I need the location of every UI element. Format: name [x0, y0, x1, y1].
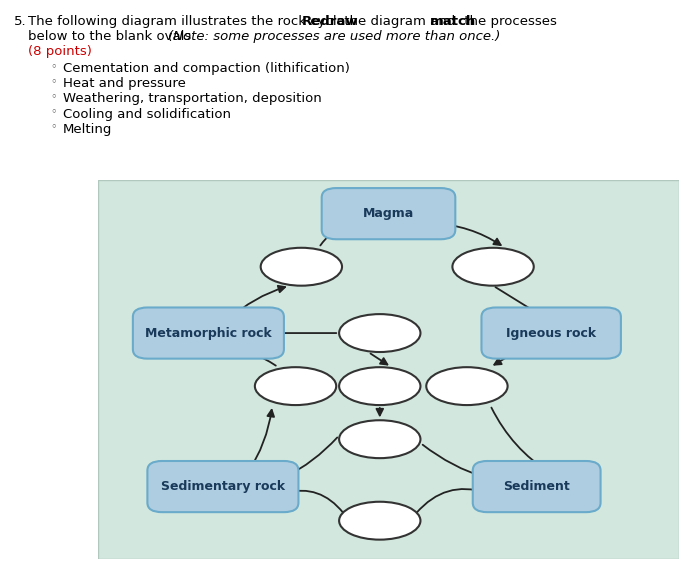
- Text: ◦: ◦: [50, 92, 57, 103]
- Text: Cementation and compaction (lithification): Cementation and compaction (lithificatio…: [63, 62, 350, 75]
- Text: 5.: 5.: [14, 15, 27, 28]
- FancyBboxPatch shape: [98, 180, 679, 559]
- FancyBboxPatch shape: [148, 461, 298, 512]
- FancyBboxPatch shape: [133, 307, 284, 359]
- Text: Heat and pressure: Heat and pressure: [63, 78, 186, 91]
- Text: Melting: Melting: [63, 123, 113, 136]
- Ellipse shape: [452, 248, 533, 286]
- Ellipse shape: [339, 314, 421, 352]
- Text: Igneous rock: Igneous rock: [506, 327, 596, 340]
- Text: (8 points): (8 points): [28, 45, 92, 58]
- Text: The following diagram illustrates the rock cycle.: The following diagram illustrates the ro…: [28, 15, 354, 28]
- Text: Sediment: Sediment: [503, 480, 570, 493]
- FancyBboxPatch shape: [322, 188, 455, 239]
- Text: ◦: ◦: [50, 78, 57, 87]
- Text: ◦: ◦: [50, 62, 57, 72]
- Text: Metamorphic rock: Metamorphic rock: [145, 327, 272, 340]
- Ellipse shape: [339, 420, 421, 458]
- Text: the diagram and: the diagram and: [340, 15, 459, 28]
- Ellipse shape: [260, 248, 342, 286]
- Ellipse shape: [339, 502, 421, 540]
- Text: Sedimentary rock: Sedimentary rock: [161, 480, 285, 493]
- Text: ◦: ◦: [50, 108, 57, 117]
- Text: the processes: the processes: [460, 15, 557, 28]
- Text: (Note: some processes are used more than once.): (Note: some processes are used more than…: [168, 30, 500, 43]
- FancyBboxPatch shape: [473, 461, 601, 512]
- Text: match: match: [430, 15, 476, 28]
- Text: Redraw: Redraw: [302, 15, 358, 28]
- Ellipse shape: [339, 367, 421, 405]
- Ellipse shape: [426, 367, 508, 405]
- FancyBboxPatch shape: [482, 307, 621, 359]
- Text: Cooling and solidification: Cooling and solidification: [63, 108, 231, 120]
- Ellipse shape: [255, 367, 336, 405]
- Text: Magma: Magma: [363, 207, 414, 220]
- Text: Weathering, transportation, deposition: Weathering, transportation, deposition: [63, 92, 322, 105]
- Text: below to the blank ovals.: below to the blank ovals.: [28, 30, 199, 43]
- Text: ◦: ◦: [50, 123, 57, 133]
